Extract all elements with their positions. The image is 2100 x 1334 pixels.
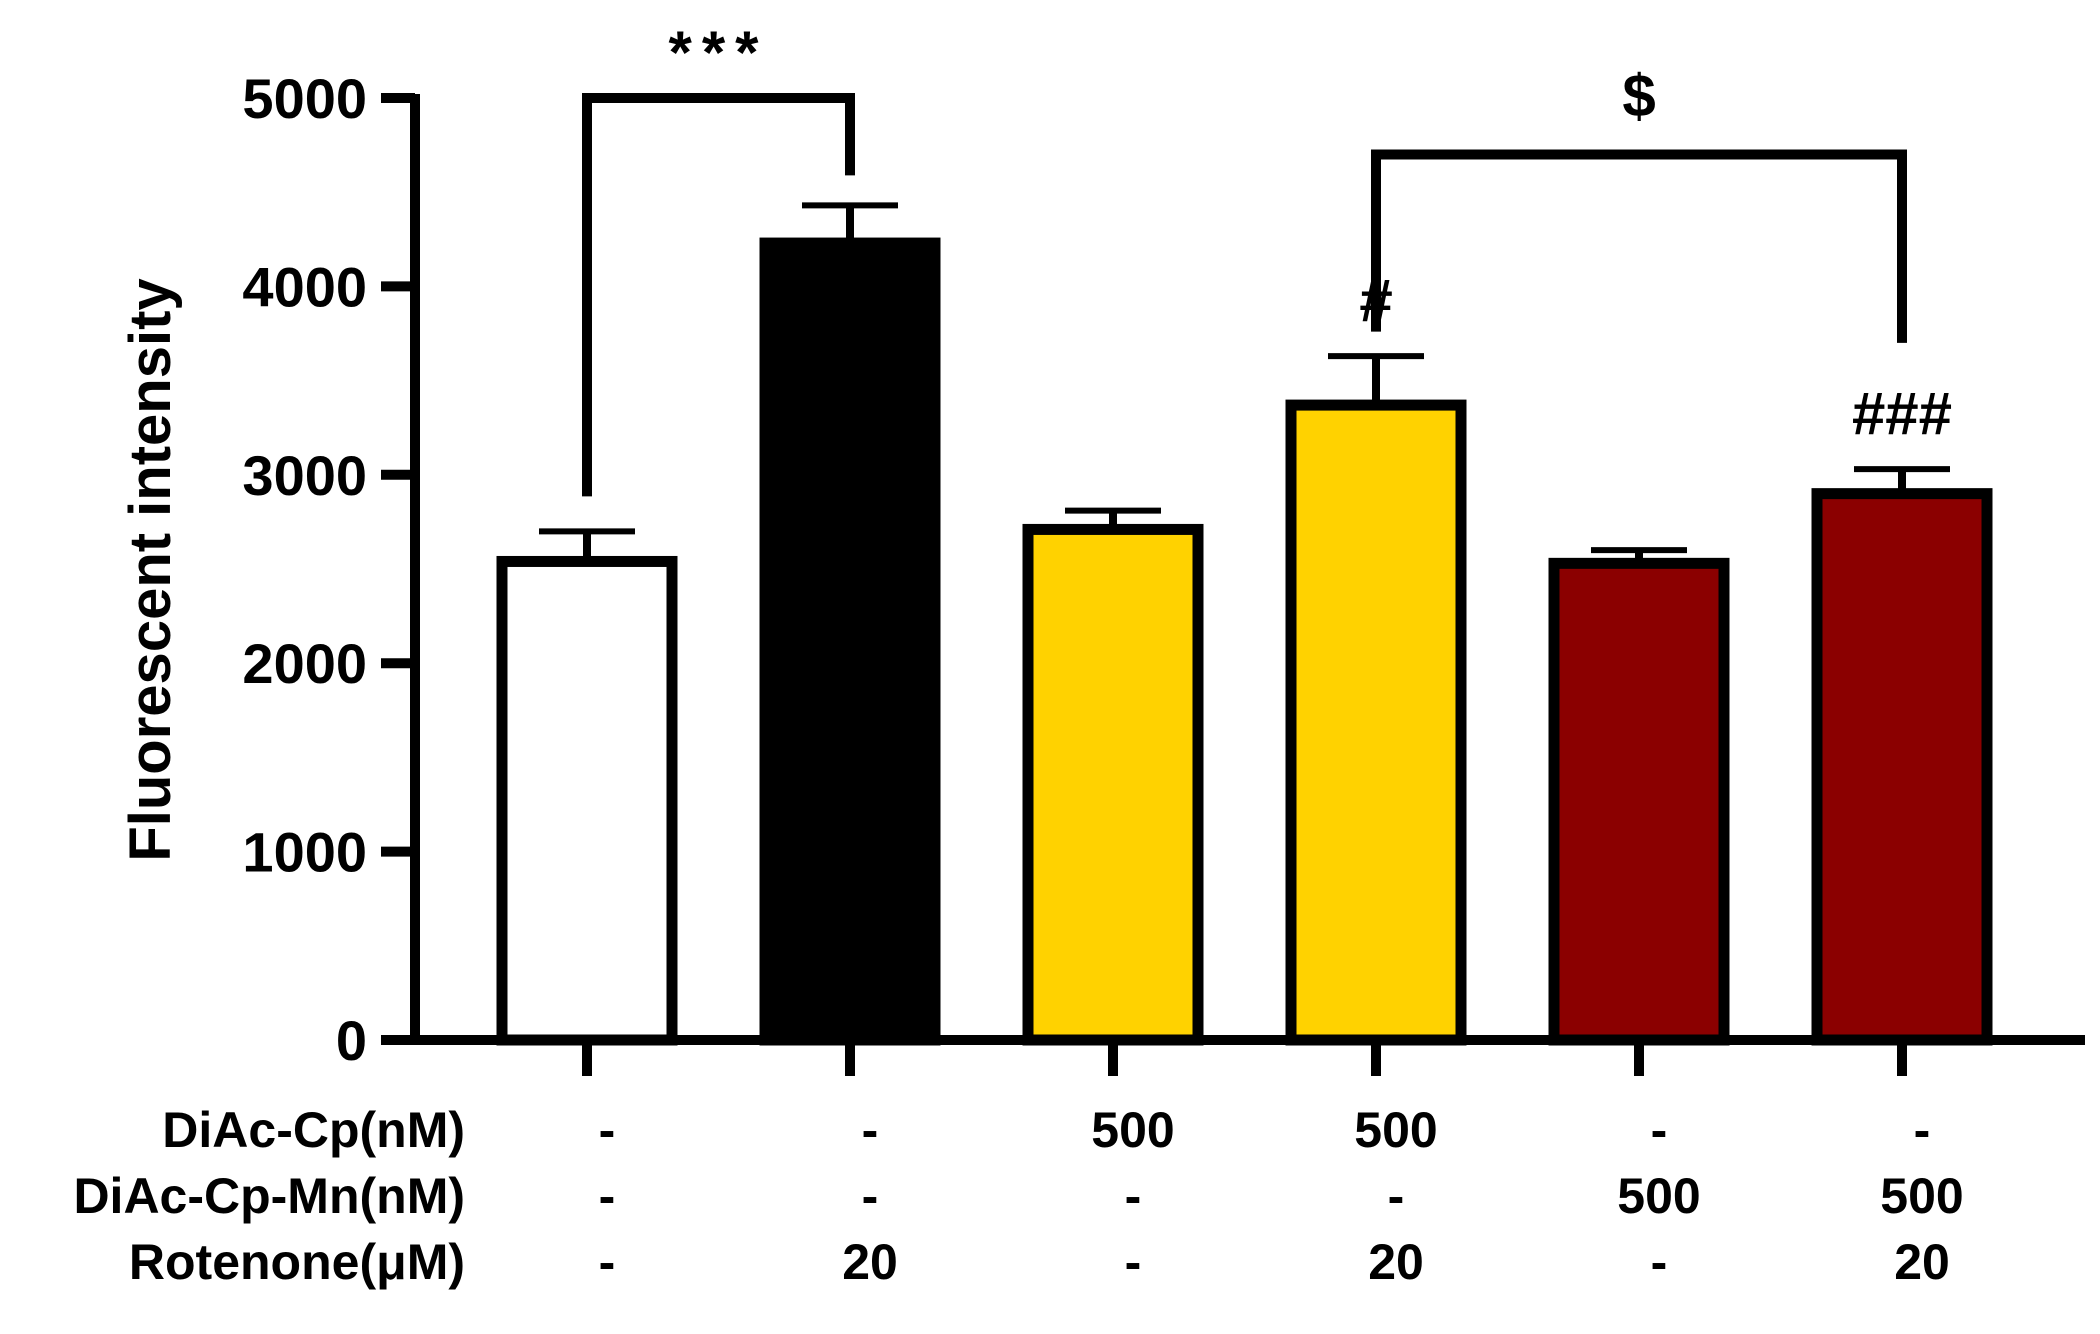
treatment-cell-3-3: -	[1125, 1234, 1142, 1290]
y-tick-label-5000: 5000	[242, 67, 367, 130]
treatment-row-label-1: DiAc-Cp(nM)	[162, 1102, 465, 1158]
bar-2	[759, 237, 941, 1046]
treatment-row-label-3: Rotenone(μM)	[129, 1234, 465, 1290]
treatment-cell-2-2: -	[862, 1168, 879, 1224]
bar-annotation-2: ###	[1852, 380, 1952, 447]
treatment-cell-2-4: -	[1388, 1168, 1405, 1224]
bar-3	[1022, 523, 1204, 1046]
treatment-row-label-2: DiAc-Cp-Mn(nM)	[73, 1168, 465, 1224]
bar-annotation-1: #	[1359, 267, 1392, 334]
treatment-cell-1-4: 500	[1354, 1102, 1437, 1158]
treatment-cell-2-3: -	[1125, 1168, 1142, 1224]
significance-bracket-1	[582, 93, 855, 497]
treatment-cell-1-1: -	[599, 1102, 616, 1158]
treatment-cell-3-4: 20	[1368, 1234, 1424, 1290]
treatment-cell-1-5: -	[1651, 1102, 1668, 1158]
significance-label-2: $	[1622, 63, 1655, 130]
y-tick-label-3000: 3000	[242, 444, 367, 507]
y-tick-label-0: 0	[336, 1009, 367, 1072]
y-tick-label-4000: 4000	[242, 255, 367, 318]
y-tick-label-2000: 2000	[242, 632, 367, 695]
bar-6	[1811, 488, 1993, 1046]
treatment-cell-2-1: -	[599, 1168, 616, 1224]
treatment-cell-3-5: -	[1651, 1234, 1668, 1290]
treatment-cell-2-5: 500	[1617, 1168, 1700, 1224]
y-axis-label: Fluorescent intensity	[118, 278, 183, 861]
treatment-cell-3-1: -	[599, 1234, 616, 1290]
bar-5	[1548, 557, 1730, 1046]
treatment-cell-1-2: -	[862, 1102, 879, 1158]
bar-1	[496, 555, 678, 1046]
treatment-cell-3-2: 20	[842, 1234, 898, 1290]
treatment-cell-3-6: 20	[1894, 1234, 1950, 1290]
bar-4	[1285, 399, 1467, 1046]
y-tick-label-1000: 1000	[242, 821, 367, 884]
treatment-cell-2-6: 500	[1880, 1168, 1963, 1224]
significance-label-1: ***	[668, 19, 768, 86]
significance-bracket-2	[1371, 149, 1907, 343]
treatment-cell-1-3: 500	[1091, 1102, 1174, 1158]
treatment-cell-1-6: -	[1914, 1102, 1931, 1158]
